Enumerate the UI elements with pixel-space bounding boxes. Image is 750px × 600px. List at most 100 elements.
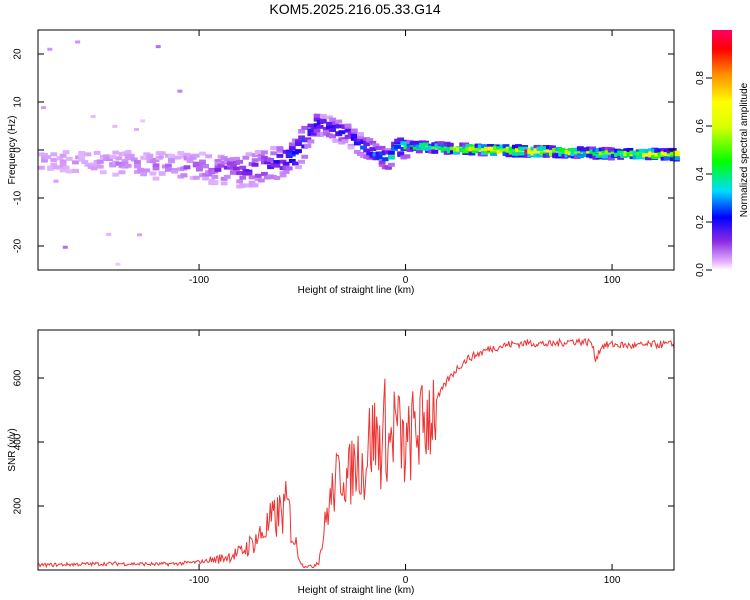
- heatmap-cell: [134, 127, 140, 131]
- heatmap-cell: [397, 151, 405, 156]
- heatmap-cell: [288, 142, 296, 147]
- heatmap-cell: [357, 134, 364, 139]
- heatmap-cell: [65, 169, 73, 174]
- heatmap-cell: [301, 154, 309, 159]
- heatmap-cell: [223, 157, 231, 162]
- heatmap-cell: [174, 155, 182, 160]
- colorbar-tick-label: 0.2: [695, 215, 706, 229]
- heatmap-cell: [115, 262, 121, 266]
- heatmap-cell: [412, 140, 420, 145]
- heatmap-cell: [350, 128, 358, 133]
- heatmap-cell: [192, 153, 200, 158]
- heatmap-cell: [41, 158, 48, 163]
- heatmap-cell: [99, 170, 107, 175]
- heatmap-cell: [140, 119, 146, 123]
- heatmap-cell: [332, 138, 340, 143]
- heatmap-cell: [415, 148, 423, 153]
- heatmap-cell: [236, 179, 244, 184]
- heatmap-cell: [214, 161, 222, 166]
- heatmap-cell: [344, 123, 352, 128]
- heatmap-cell: [304, 137, 312, 142]
- x-tick-label: -100: [189, 275, 209, 286]
- heatmap-cell: [164, 167, 172, 172]
- heatmap-cell: [341, 139, 349, 144]
- heatmap-cell: [124, 156, 132, 161]
- heatmap-cell: [202, 164, 209, 169]
- heatmap-cell: [121, 161, 129, 166]
- heatmap-cell: [115, 156, 123, 161]
- heatmap-cell: [273, 160, 281, 165]
- heatmap-cell: [319, 119, 327, 124]
- heatmap-cell: [490, 151, 498, 156]
- heatmap-cell: [353, 149, 361, 154]
- heatmap-cell: [171, 169, 179, 174]
- snr-x-ticks: -100 0 100: [189, 330, 621, 586]
- heatmap-cell: [50, 157, 58, 162]
- x-tick-label: 0: [403, 275, 409, 286]
- y-tick-label: 400: [13, 433, 24, 450]
- heatmap-cell: [177, 89, 183, 93]
- heatmap-cell: [134, 164, 141, 169]
- heatmap-cell: [347, 145, 355, 150]
- snr-x-label: Height of straight line (km): [298, 585, 415, 596]
- heatmap-cell: [422, 142, 429, 147]
- heatmap-cell: [186, 158, 194, 163]
- y-tick-label: -20: [13, 238, 24, 253]
- heatmap-cell: [124, 163, 132, 168]
- y-tick-label: 10: [13, 96, 24, 108]
- y-tick-label: -10: [13, 190, 24, 205]
- heatmap-cell: [134, 160, 141, 165]
- heatmap-cell: [270, 145, 278, 150]
- heatmap-cell: [291, 161, 299, 166]
- heatmap-cell: [137, 168, 144, 173]
- heatmap-cell: [515, 144, 522, 149]
- heatmap-cell: [326, 115, 333, 120]
- heatmap-cell: [152, 176, 160, 181]
- heatmap-cell: [369, 147, 377, 152]
- heatmap-cell: [75, 40, 81, 44]
- heatmap-cell: [103, 154, 110, 159]
- heatmap-cell: [369, 140, 377, 145]
- heatmap-cell: [319, 113, 327, 118]
- heatmap-cell: [254, 150, 262, 155]
- heatmap-cell: [335, 124, 343, 129]
- snr-series-line: [37, 337, 675, 569]
- heatmap-cell: [329, 134, 336, 139]
- heatmap-cell: [199, 151, 206, 156]
- spectrogram-x-ticks: -100 0 100: [189, 30, 621, 286]
- heatmap-cell: [180, 173, 188, 178]
- heatmap-cell: [199, 159, 206, 164]
- heatmap-cell: [124, 150, 132, 155]
- heatmap-cell: [397, 137, 405, 142]
- heatmap-cell: [322, 131, 330, 136]
- heatmap-cell: [267, 157, 275, 162]
- x-tick-label: -100: [189, 575, 209, 586]
- heatmap-cell: [313, 117, 321, 122]
- heatmap-cell: [158, 171, 166, 176]
- heatmap-cell: [295, 149, 302, 154]
- heatmap-cell: [158, 151, 166, 156]
- heatmap-cell: [279, 159, 287, 164]
- heatmap-cell: [192, 161, 200, 166]
- heatmap-cell: [378, 145, 386, 150]
- heatmap-cell: [353, 140, 361, 145]
- heatmap-cell: [388, 162, 395, 167]
- heatmap-cell: [357, 132, 364, 137]
- heatmap-cell: [242, 155, 250, 160]
- heatmap-cell: [310, 126, 318, 131]
- heatmap-cell: [645, 156, 652, 161]
- heatmap-cell: [214, 159, 222, 164]
- heatmap-cell: [96, 159, 104, 164]
- heatmap-cell: [251, 158, 259, 163]
- heatmap-cell: [360, 140, 367, 145]
- heatmap-cell: [273, 175, 281, 180]
- heatmap-cell: [335, 119, 343, 124]
- heatmap-cell: [518, 151, 525, 156]
- heatmap-cell: [329, 117, 336, 122]
- heatmap-cell: [549, 145, 556, 150]
- heatmap-cell: [487, 144, 494, 149]
- heatmap-cell: [329, 128, 336, 133]
- heatmap-cell: [192, 175, 200, 180]
- heatmap-cell: [140, 172, 148, 177]
